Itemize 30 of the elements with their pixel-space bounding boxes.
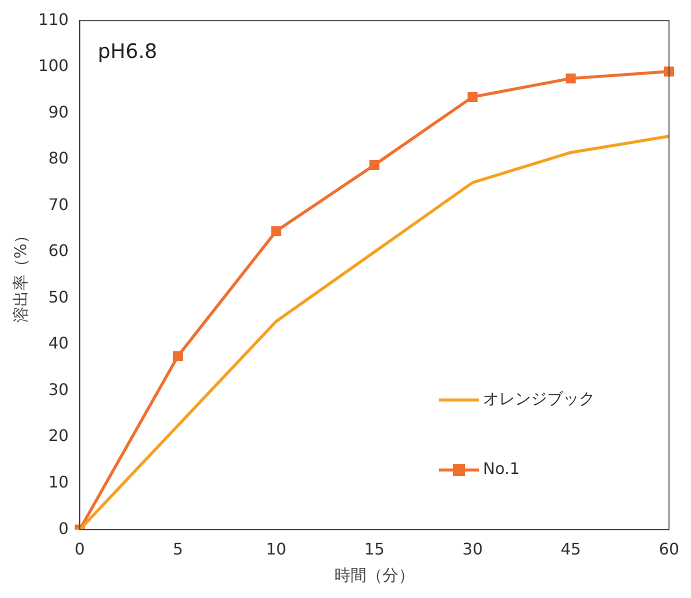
point: [566, 73, 576, 84]
legend-label: No.1: [483, 459, 520, 478]
y-tick-label: 0: [58, 518, 69, 538]
point: [468, 92, 478, 102]
y-tick-label: 100: [38, 56, 69, 76]
legend-label: オレンジブック: [483, 389, 595, 408]
y-tick-label: 30: [48, 380, 69, 399]
y-tick-label: 60: [48, 241, 69, 260]
x-tick-label: 10: [266, 539, 286, 558]
annotation: pH6.8: [98, 38, 158, 63]
x-tick-label: 0: [74, 539, 85, 558]
x-tick-label: 5: [172, 539, 184, 558]
y-tick-label: 90: [48, 102, 69, 122]
y-tick-label: 20: [48, 426, 69, 446]
point: [369, 160, 380, 170]
y-tick-label: 110: [38, 10, 69, 29]
y-axis-title: 溶出率（%）: [10, 228, 30, 323]
x-tick-label: 30: [462, 539, 483, 558]
x-tick-label: 45: [560, 539, 581, 558]
x-tick-label: 15: [364, 539, 385, 558]
point: [271, 226, 282, 236]
y-tick-label: 80: [48, 148, 69, 168]
x-tick-label: 60: [658, 539, 680, 558]
y-tick-label: 10: [48, 472, 69, 492]
point: [664, 66, 674, 76]
point: [172, 351, 183, 362]
y-tick-label: 70: [48, 194, 69, 214]
x-axis-title: 時間（分）: [334, 566, 414, 585]
y-tick-label: 40: [48, 334, 69, 353]
y-tick-label: 50: [48, 287, 69, 306]
